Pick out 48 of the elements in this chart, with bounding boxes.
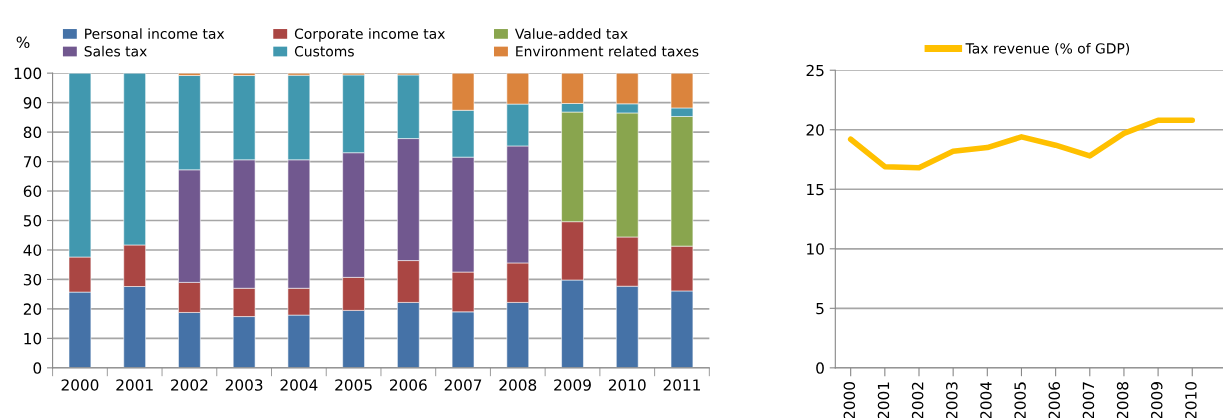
legend-label: Customs <box>294 46 354 57</box>
y-tick-label: 25 <box>806 64 824 77</box>
y-tick-label: 20 <box>806 124 824 136</box>
y-tick-label: 0 <box>33 362 42 374</box>
y-tick-label: 15 <box>807 183 824 196</box>
x-tick-label: 2007 <box>1082 382 1095 418</box>
x-tick-label: 2000 <box>61 379 99 391</box>
x-tick-label: 2004 <box>280 379 318 391</box>
y-tick-label: 5 <box>816 302 824 315</box>
legend-label: Value-added tax <box>514 28 628 39</box>
legend-label: Tax revenue (% of GDP) <box>965 42 1130 56</box>
y-tick-label: 80 <box>23 126 42 139</box>
y-tick-label: 50 <box>23 214 42 227</box>
y-tick-label: 20 <box>23 303 42 315</box>
x-tick-label: 2009 <box>1150 382 1163 418</box>
x-tick-label: 2008 <box>1116 382 1129 418</box>
x-tick-label: 2009 <box>554 379 591 391</box>
x-tick-label: 2006 <box>1048 382 1061 418</box>
legend-label: Environment related taxes <box>516 45 699 57</box>
x-tick-label: 2010 <box>1185 382 1197 418</box>
y-axis-title: % <box>16 36 30 49</box>
y-tick-label: 30 <box>23 273 42 286</box>
y-tick-label: 10 <box>807 243 824 255</box>
x-tick-label: 2011 <box>663 379 700 391</box>
x-tick-label: 2005 <box>335 379 372 391</box>
x-tick-label: 2002 <box>171 379 208 391</box>
y-tick-label: 60 <box>23 185 42 198</box>
legend-label: Sales tax <box>84 45 147 57</box>
x-tick-label: 2002 <box>911 382 924 418</box>
x-tick-label: 2007 <box>444 379 482 391</box>
y-tick-label: 100 <box>14 67 42 80</box>
legend-label: Personal income tax <box>85 28 225 39</box>
x-tick-label: 2006 <box>390 379 427 391</box>
x-tick-label: 2004 <box>980 381 992 418</box>
y-tick-label: 10 <box>24 332 42 345</box>
y-tick-label: 40 <box>23 244 42 256</box>
y-tick-label: 0 <box>816 362 824 374</box>
x-tick-label: 2003 <box>225 379 263 391</box>
x-tick-label: 2005 <box>1014 382 1026 418</box>
x-tick-label: 2008 <box>499 379 537 391</box>
x-tick-label: 2000 <box>843 382 856 418</box>
y-tick-label: 70 <box>23 156 42 168</box>
x-tick-label: 2001 <box>116 379 153 391</box>
y-tick-label: 90 <box>23 97 42 109</box>
x-tick-label: 2003 <box>946 382 958 418</box>
x-tick-label: 2010 <box>608 379 646 391</box>
legend-label: Corporate income tax <box>294 28 445 42</box>
x-tick-label: 2001 <box>877 382 890 418</box>
